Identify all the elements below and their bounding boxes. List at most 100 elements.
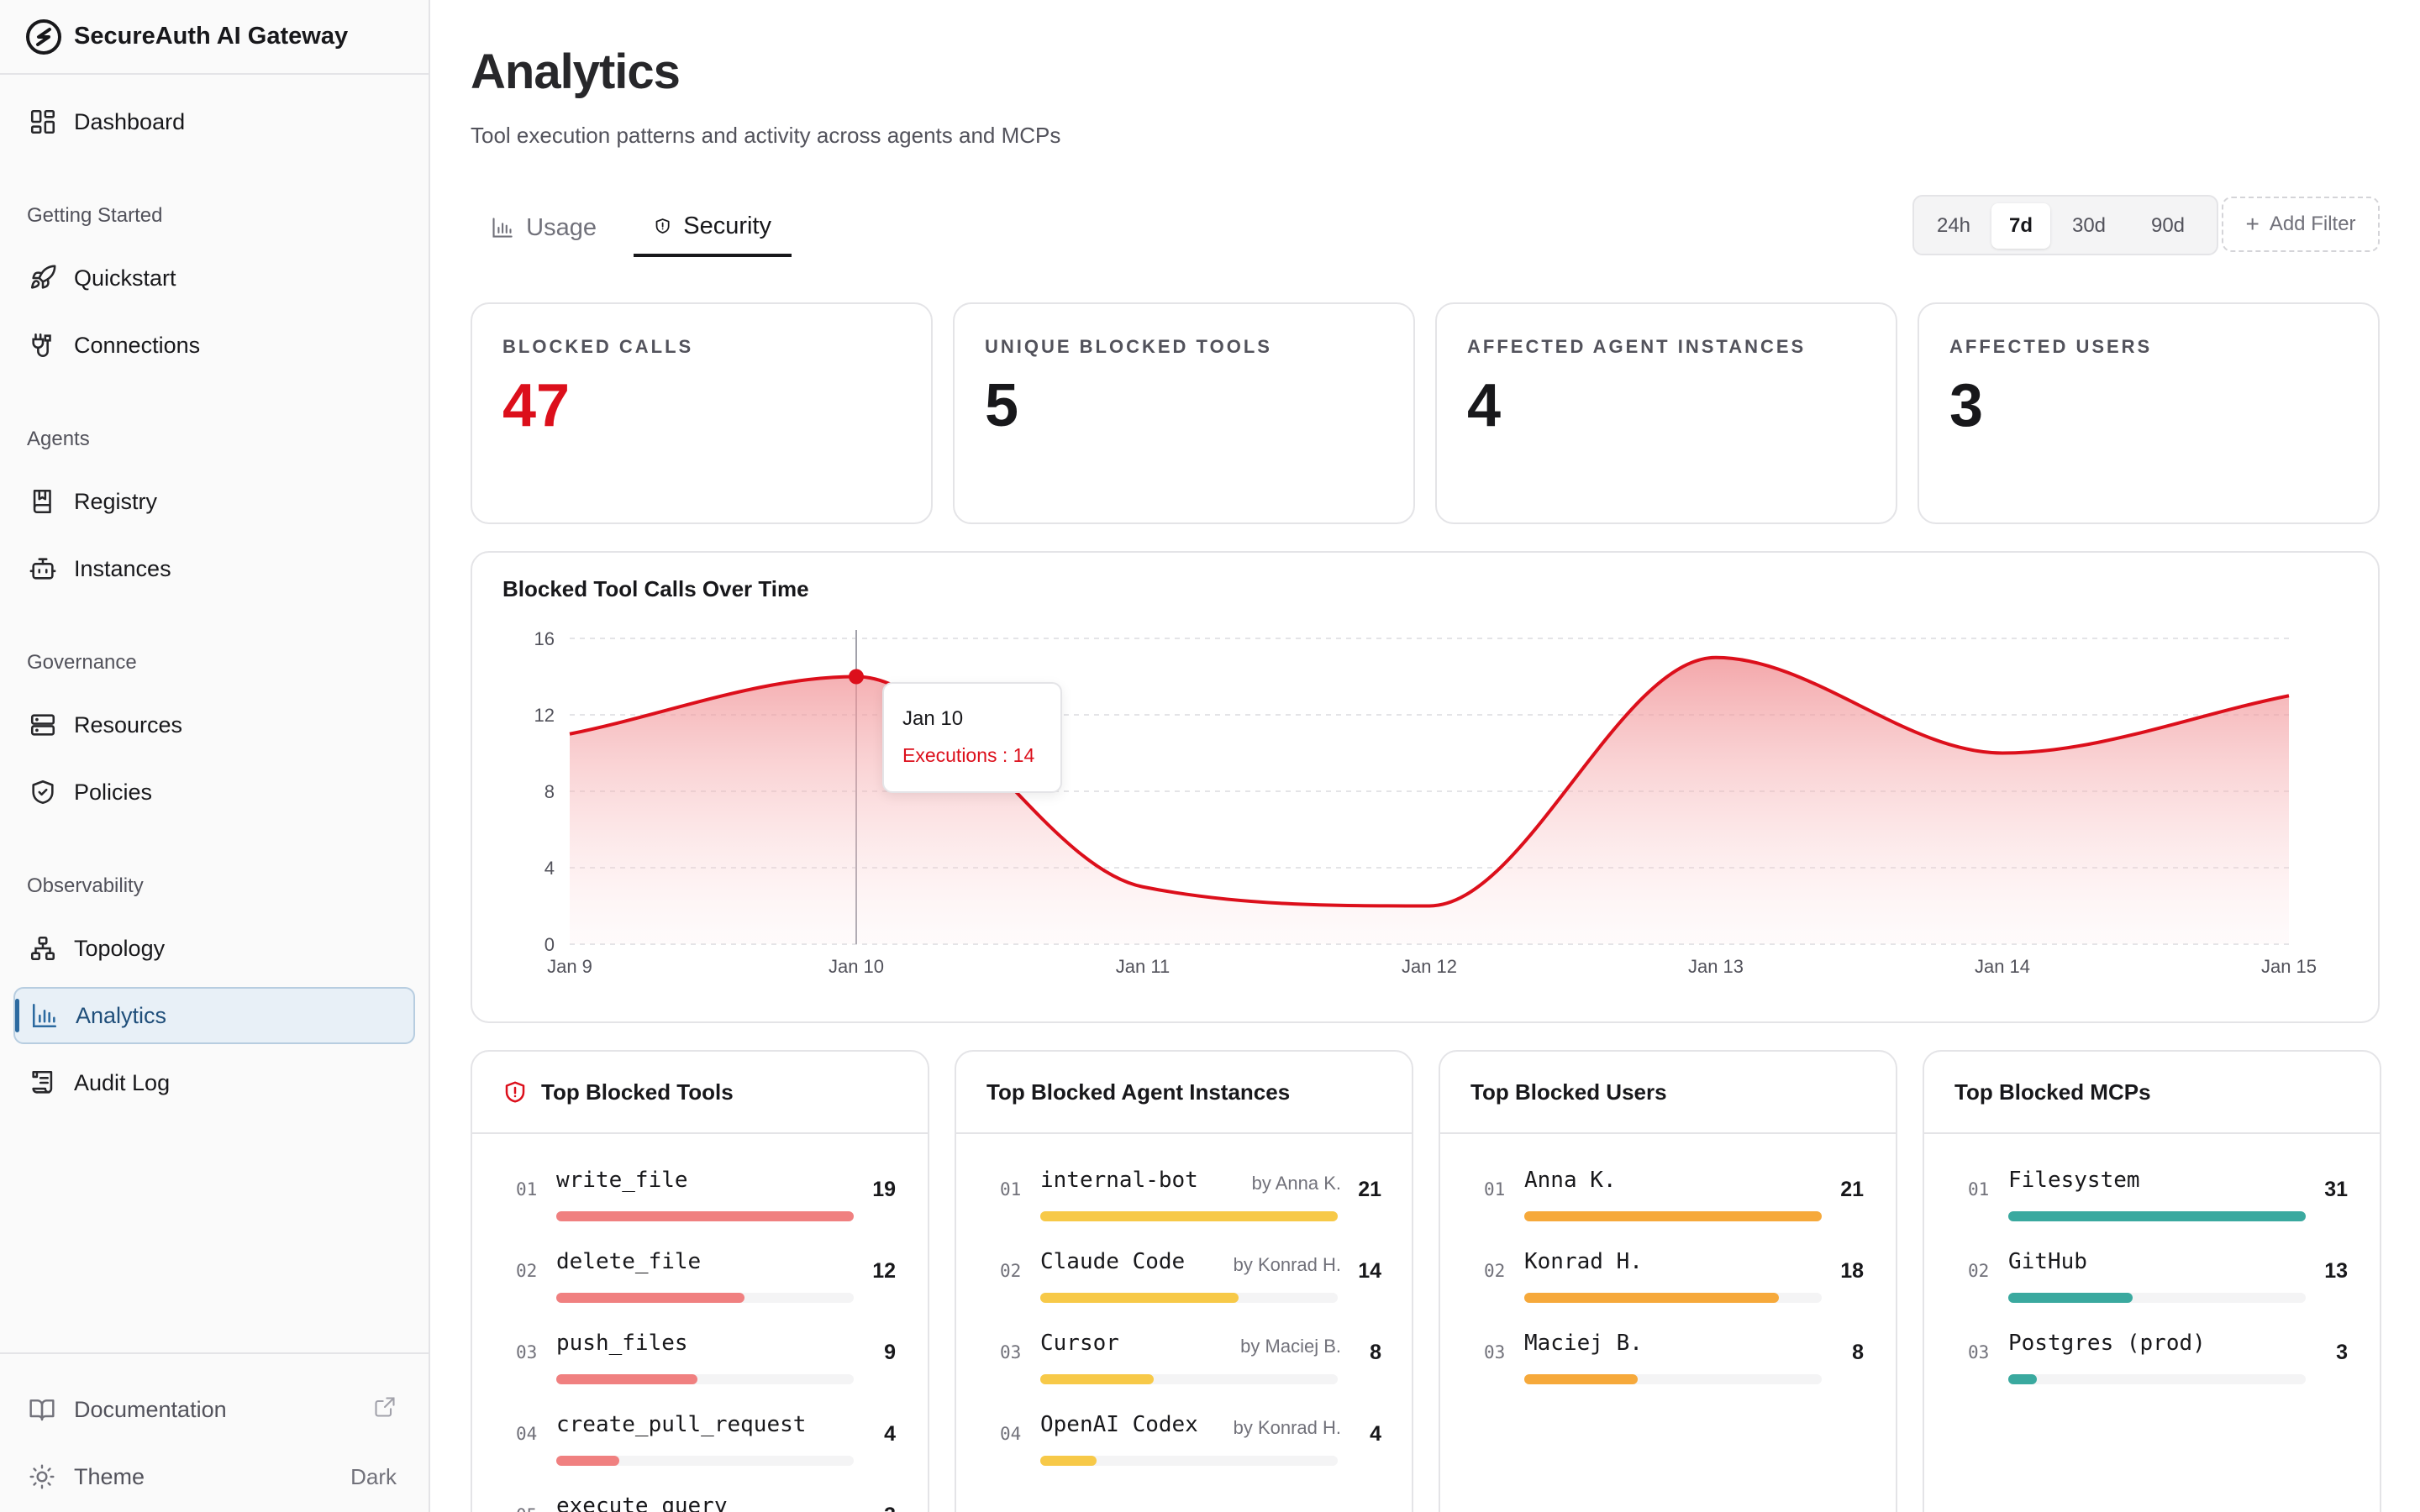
blocked-calls-area-chart[interactable]: 0 4 8 12 16 Jan 9 Jan 10 Jan 11 Jan 12 Jan 13 Jan … bbox=[472, 553, 2378, 1021]
tab-security[interactable]: Security bbox=[634, 198, 792, 257]
item-rank: 02 bbox=[1000, 1261, 1022, 1281]
sidebar-item-dashboard[interactable]: Dashboard bbox=[13, 93, 415, 150]
item-bar bbox=[1524, 1374, 1638, 1384]
list-title: Top Blocked Users bbox=[1470, 1079, 1667, 1105]
list-item[interactable]: 03 push_files 9 bbox=[472, 1309, 928, 1384]
item-rank: 05 bbox=[516, 1505, 537, 1512]
theme-toggle[interactable]: Theme Dark bbox=[29, 1453, 397, 1500]
sidebar-item-instances[interactable]: Instances bbox=[13, 540, 415, 597]
list-item[interactable]: 03 Cursor by Maciej B. 8 bbox=[956, 1309, 1412, 1384]
tooltip-title: Jan 10 bbox=[902, 707, 964, 730]
item-count: 31 bbox=[2324, 1178, 2348, 1201]
item-bar-track bbox=[2008, 1293, 2306, 1303]
range-90d-button[interactable]: 90d bbox=[2150, 214, 2186, 237]
shield-check-icon bbox=[32, 780, 54, 805]
range-24h-button[interactable]: 24h bbox=[1936, 214, 1971, 237]
x-tick-label: Jan 14 bbox=[1975, 956, 2030, 977]
list-title: Top Blocked Tools bbox=[541, 1079, 734, 1105]
sidebar-item-analytics[interactable]: Analytics bbox=[13, 987, 415, 1044]
item-owner: by Konrad H. bbox=[1233, 1417, 1341, 1438]
item-bar-track bbox=[556, 1293, 854, 1303]
tooltip-value: Executions : 14 bbox=[902, 744, 1035, 766]
sidebar: SecureAuth AI Gateway Dashboard Getting … bbox=[0, 0, 430, 1512]
range-30d-button[interactable]: 30d bbox=[2071, 214, 2107, 237]
item-rank: 01 bbox=[516, 1179, 538, 1200]
list-item[interactable]: 02 Konrad H. 18 bbox=[1440, 1227, 1896, 1303]
sidebar-item-audit-log[interactable]: Audit Log bbox=[13, 1054, 415, 1111]
item-name: OpenAI Codex bbox=[1040, 1412, 1198, 1437]
item-name: Konrad H. bbox=[1524, 1249, 1643, 1274]
item-rank: 02 bbox=[1484, 1261, 1506, 1281]
list-item[interactable]: 01 Anna K. 21 bbox=[1440, 1146, 1896, 1221]
sidebar-item-label: Connections bbox=[74, 332, 201, 358]
list-title: Top Blocked Agent Instances bbox=[986, 1079, 1291, 1105]
section-observability: Observability bbox=[27, 874, 144, 897]
item-count: 4 bbox=[1370, 1422, 1381, 1446]
sidebar-item-label: Instances bbox=[74, 555, 171, 581]
list-header: Top Blocked MCPs bbox=[1924, 1052, 2380, 1134]
list-item[interactable]: 01 Filesystem 31 bbox=[1924, 1146, 2380, 1221]
top-blocked-agent-instances-card: Top Blocked Agent Instances 01 internal-b… bbox=[955, 1050, 1413, 1512]
documentation-link[interactable]: Documentation bbox=[29, 1386, 397, 1433]
open-book-icon bbox=[29, 1399, 55, 1421]
list-item[interactable]: 03 Postgres (prod) 3 bbox=[1924, 1309, 2380, 1384]
list-item[interactable]: 04 create_pull_request 4 bbox=[472, 1390, 928, 1466]
item-name: Cursor bbox=[1040, 1331, 1119, 1356]
item-bar-track bbox=[1040, 1456, 1338, 1466]
list-item[interactable]: 02 delete_file 12 bbox=[472, 1227, 928, 1303]
y-tick-label: 4 bbox=[544, 858, 555, 879]
item-count: 12 bbox=[872, 1259, 896, 1283]
sidebar-item-label: Registry bbox=[74, 488, 158, 514]
sidebar-item-registry[interactable]: Registry bbox=[13, 473, 415, 530]
item-bar bbox=[2008, 1211, 2306, 1221]
item-bar bbox=[556, 1456, 619, 1466]
stat-value: 4 bbox=[1467, 372, 1502, 439]
server-icon bbox=[30, 714, 55, 736]
chart-title: Blocked Tool Calls Over Time bbox=[502, 576, 809, 601]
book-icon bbox=[33, 489, 51, 514]
tab-label: Usage bbox=[526, 213, 597, 241]
sidebar-footer: Documentation Theme Dark bbox=[0, 1352, 429, 1512]
sidebar-item-topology[interactable]: Topology bbox=[13, 920, 415, 977]
bot-icon bbox=[29, 558, 56, 580]
item-rank: 01 bbox=[1484, 1179, 1506, 1200]
sidebar-item-label: Dashboard bbox=[74, 108, 186, 134]
section-governance: Governance bbox=[27, 651, 137, 674]
item-bar bbox=[556, 1211, 854, 1221]
shield-icon bbox=[655, 218, 670, 234]
theme-label: Theme bbox=[74, 1463, 145, 1489]
list-item[interactable]: 01 write_file 19 bbox=[472, 1146, 928, 1221]
topology-icon bbox=[30, 936, 55, 961]
sidebar-item-resources[interactable]: Resources bbox=[13, 696, 415, 753]
bar-chart-icon bbox=[32, 1003, 57, 1028]
list-item[interactable]: 05 execute_query 3 bbox=[472, 1472, 928, 1512]
item-bar bbox=[1524, 1211, 1822, 1221]
sidebar-item-policies[interactable]: Policies bbox=[13, 764, 415, 821]
stat-card-affected-agent-instances: AFFECTED AGENT INSTANCES 4 bbox=[1435, 302, 1897, 524]
item-bar-track bbox=[2008, 1374, 2306, 1384]
tab-usage[interactable]: Usage bbox=[471, 198, 617, 257]
list-item[interactable]: 01 internal-bot by Anna K. 21 bbox=[956, 1146, 1412, 1221]
item-bar-track bbox=[1524, 1293, 1822, 1303]
add-filter-button[interactable]: + Add Filter bbox=[2222, 197, 2380, 252]
brand[interactable]: SecureAuth AI Gateway bbox=[0, 0, 429, 75]
item-rank: 03 bbox=[1000, 1342, 1022, 1362]
active-data-point[interactable] bbox=[849, 669, 864, 685]
list-item[interactable]: 04 OpenAI Codex by Konrad H. 4 bbox=[956, 1390, 1412, 1466]
sidebar-item-connections[interactable]: Connections bbox=[13, 317, 415, 374]
list-item[interactable]: 02 GitHub 13 bbox=[1924, 1227, 2380, 1303]
item-name: Filesystem bbox=[2008, 1168, 2140, 1193]
rocket-icon bbox=[30, 265, 56, 289]
item-bar bbox=[2008, 1293, 2133, 1303]
item-count: 3 bbox=[884, 1504, 896, 1512]
range-7d-button[interactable]: 7d bbox=[1991, 203, 2050, 249]
list-item[interactable]: 03 Maciej B. 8 bbox=[1440, 1309, 1896, 1384]
shield-alert-icon bbox=[505, 1081, 525, 1103]
list-title: Top Blocked MCPs bbox=[1954, 1079, 2151, 1105]
series-area bbox=[570, 657, 2289, 944]
stat-label: UNIQUE BLOCKED TOOLS bbox=[985, 336, 1272, 357]
chart-tooltip: Jan 10 Executions : 14 bbox=[882, 682, 1062, 793]
dashboard-icon bbox=[30, 109, 55, 134]
sidebar-item-quickstart[interactable]: Quickstart bbox=[13, 249, 415, 307]
list-item[interactable]: 02 Claude Code by Konrad H. 14 bbox=[956, 1227, 1412, 1303]
